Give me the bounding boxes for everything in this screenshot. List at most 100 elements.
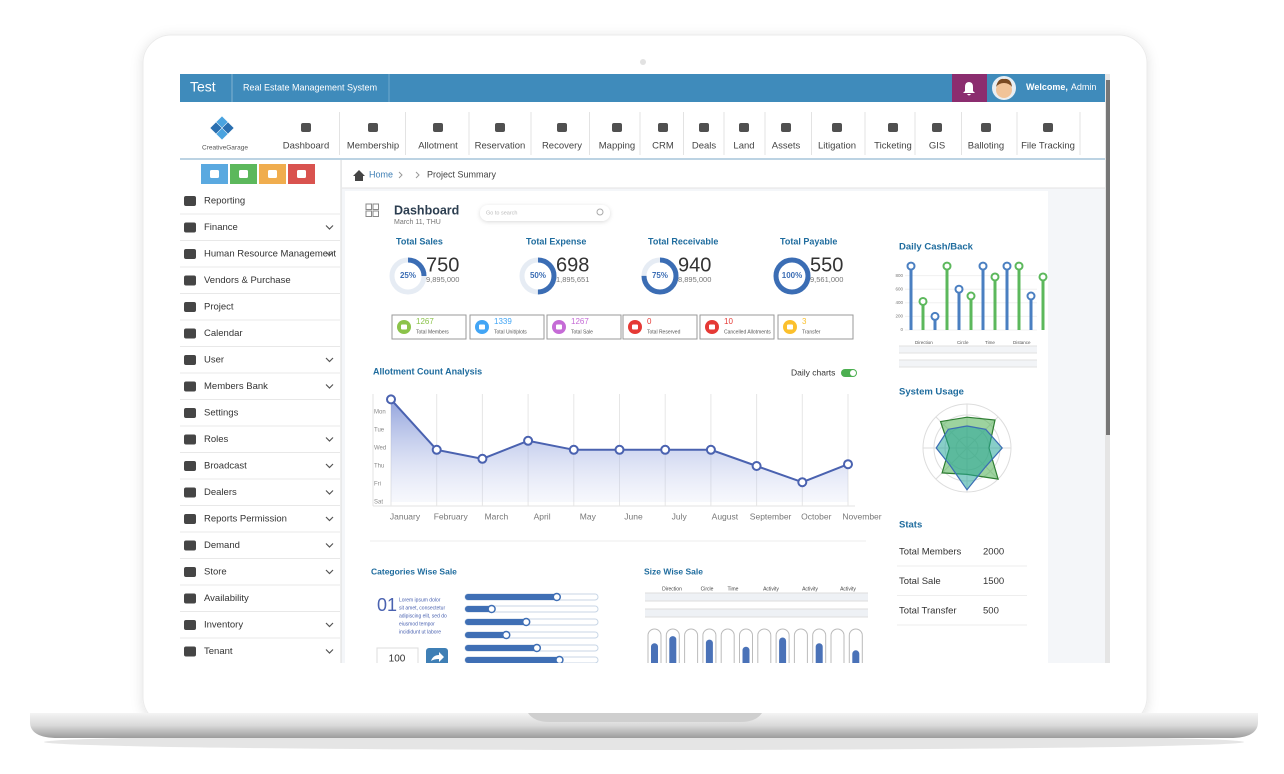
chart-title: Daily Cash/Back xyxy=(899,242,974,253)
toolbar-icon xyxy=(297,170,306,178)
sidebar-icon xyxy=(184,302,196,312)
sidebar-item[interactable] xyxy=(184,567,196,577)
dashboard-icon xyxy=(372,203,379,210)
slider-knob xyxy=(521,617,531,627)
sidebar-icon xyxy=(184,646,196,657)
lollipop-stem xyxy=(1041,276,1045,330)
x-tick-label: August xyxy=(712,511,739,521)
sidebar-item[interactable] xyxy=(184,646,196,657)
nav-item[interactable] xyxy=(658,123,668,132)
nav-item[interactable] xyxy=(888,123,898,132)
table-header: Activity xyxy=(763,586,779,592)
counter-glyph xyxy=(632,324,638,330)
counter-label: Cancelled Allotments xyxy=(724,329,771,335)
y-tick-label: Sat xyxy=(374,500,383,506)
pill-track xyxy=(757,628,772,663)
stat-value: 1500 xyxy=(983,576,1004,587)
sidebar-item[interactable] xyxy=(184,593,196,604)
table-header: Activity xyxy=(840,586,856,592)
base-notch xyxy=(528,713,762,722)
y-tick-label: 200 xyxy=(895,314,903,319)
nav-item[interactable] xyxy=(932,123,942,132)
counter-glyph xyxy=(787,324,793,330)
sidebar-icon xyxy=(184,249,196,259)
sidebar-item[interactable] xyxy=(184,302,196,312)
lollipop-head xyxy=(906,261,916,271)
sidebar-item[interactable] xyxy=(184,381,196,392)
nav-item[interactable] xyxy=(557,123,567,132)
sidebar-item[interactable] xyxy=(184,620,196,630)
sidebar-item[interactable] xyxy=(184,408,196,418)
content-card xyxy=(345,191,1048,663)
sidebar-item[interactable] xyxy=(184,461,196,471)
nav-item[interactable] xyxy=(832,123,842,132)
chart-title: Allotment Count Analysis xyxy=(373,366,482,376)
sidebar-item[interactable] xyxy=(184,196,196,206)
counter-label: Total Members xyxy=(416,329,449,335)
nav-icon xyxy=(981,123,991,132)
sidebar-item[interactable] xyxy=(184,540,196,551)
chevron xyxy=(325,437,334,442)
counter-value: 1267 xyxy=(571,317,589,326)
nav-item[interactable] xyxy=(495,123,505,132)
nav-icon xyxy=(832,123,842,132)
sidebar-item[interactable] xyxy=(184,355,196,365)
sidebar-icon xyxy=(184,222,196,233)
sidebar-item[interactable] xyxy=(184,249,196,259)
sidebar-icon xyxy=(184,381,196,392)
table-row xyxy=(899,346,1037,353)
scrollbar-thumb xyxy=(1106,80,1110,435)
nav-label: Recovery xyxy=(542,141,582,152)
nav-item[interactable] xyxy=(981,123,991,132)
stat-value: 2000 xyxy=(983,547,1004,558)
nav-item[interactable] xyxy=(368,123,378,132)
table-header: Activity xyxy=(802,586,818,592)
sidebar-item[interactable] xyxy=(184,487,196,498)
dashboard-icon xyxy=(365,210,372,217)
nav-item[interactable] xyxy=(781,123,791,132)
toolbar-icon xyxy=(268,170,277,178)
nav-item[interactable] xyxy=(301,123,311,132)
gauge-label: 75% xyxy=(652,271,668,280)
gauge-arc xyxy=(519,257,557,295)
sidebar-label: Tenant xyxy=(204,646,233,657)
x-tick-label: September xyxy=(750,511,792,521)
sidebar-label: Calendar xyxy=(204,328,243,339)
table-header: Circle xyxy=(957,340,969,345)
kpi-value: 698 xyxy=(556,254,589,276)
sidebar-item[interactable] xyxy=(184,434,196,445)
logo-text: CreativeGarage xyxy=(202,145,248,152)
breadcrumb-bar xyxy=(342,160,1105,188)
nav-item[interactable] xyxy=(433,123,443,132)
sidebar-item[interactable] xyxy=(184,222,196,233)
x-tick-label: April xyxy=(534,511,551,521)
nav-item[interactable] xyxy=(612,123,622,132)
lollipop-head xyxy=(990,272,1000,282)
sidebar-item[interactable] xyxy=(184,514,196,524)
sidebar-icon xyxy=(184,434,196,445)
nav-icon xyxy=(612,123,622,132)
kpi-label: Total Payable xyxy=(780,236,837,246)
nav-icon xyxy=(658,123,668,132)
lollipop-head xyxy=(1002,261,1012,271)
logo-mark xyxy=(216,128,228,140)
search-box[interactable] xyxy=(480,205,610,221)
nav-item[interactable] xyxy=(699,123,709,132)
sidebar-icon xyxy=(184,567,196,577)
lollipop-head xyxy=(954,284,964,294)
nav-bar xyxy=(180,102,1105,160)
nav-item[interactable] xyxy=(739,123,749,132)
sidebar-label: User xyxy=(204,355,224,366)
nav-icon xyxy=(781,123,791,132)
kpi-amount: 1,895,651 xyxy=(556,275,589,284)
sidebar-label: Human Resource Management xyxy=(204,249,336,260)
pill-bar xyxy=(852,650,860,663)
sidebar-item[interactable] xyxy=(184,275,196,286)
counter-label: Total Sale xyxy=(571,329,593,335)
sidebar-label: Project xyxy=(204,302,234,313)
chevron xyxy=(325,649,334,654)
nav-item[interactable] xyxy=(1043,123,1053,132)
feature-number: 01 xyxy=(377,595,397,615)
sidebar-item[interactable] xyxy=(184,328,196,339)
pill-track xyxy=(720,628,735,663)
